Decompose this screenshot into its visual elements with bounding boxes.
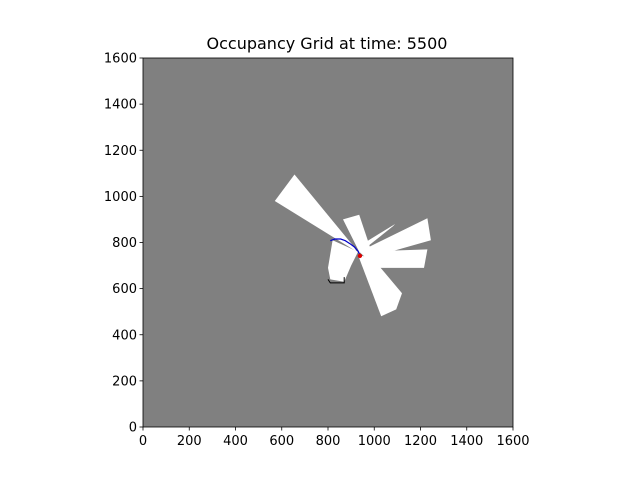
chart-title: Occupancy Grid at time: 5500 xyxy=(207,34,448,53)
y-tick-label: 1400 xyxy=(104,98,137,113)
occupied-cells xyxy=(327,277,345,284)
x-tick-label: 0 xyxy=(139,434,147,449)
x-axis: 0 200 400 600 800 1000 1200 1400 1600 xyxy=(139,427,530,449)
x-tick-label: 400 xyxy=(223,434,248,449)
y-tick-label: 1200 xyxy=(104,144,137,159)
free-space-region-1 xyxy=(274,174,357,252)
y-tick-label: 400 xyxy=(112,328,137,343)
free-space-region-6 xyxy=(358,255,402,317)
x-tick-label: 600 xyxy=(269,434,294,449)
free-space-region-3 xyxy=(343,214,371,252)
free-space-region-4 xyxy=(359,218,431,257)
robot-marker xyxy=(357,253,363,259)
y-tick-label: 1600 xyxy=(104,52,137,67)
robot-trajectory xyxy=(330,238,361,255)
x-tick-label: 200 xyxy=(177,434,202,449)
y-tick-label: 800 xyxy=(112,236,137,251)
x-tick-label: 1400 xyxy=(450,434,483,449)
y-axis: 0 200 400 600 800 1000 1200 1400 1600 xyxy=(104,52,143,436)
free-space-region-2 xyxy=(328,240,359,282)
y-tick-label: 200 xyxy=(112,374,137,389)
y-tick-label: 1000 xyxy=(104,190,137,205)
x-tick-label: 1200 xyxy=(404,434,437,449)
x-tick-label: 1000 xyxy=(358,434,391,449)
y-tick-label: 600 xyxy=(112,282,137,297)
x-tick-label: 800 xyxy=(316,434,341,449)
y-tick-label: 0 xyxy=(129,421,137,436)
plot-area xyxy=(142,57,514,428)
unknown-space xyxy=(143,58,513,427)
free-space-region-7 xyxy=(358,224,396,254)
x-tick-label: 1600 xyxy=(496,434,529,449)
